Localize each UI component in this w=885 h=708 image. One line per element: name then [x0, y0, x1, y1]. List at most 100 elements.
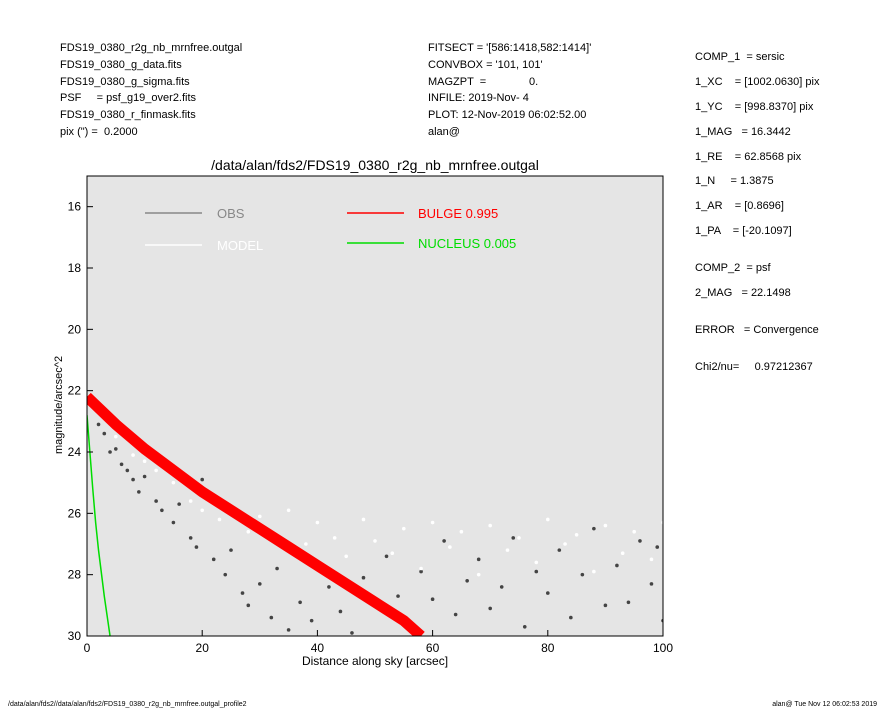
- header-line: FDS19_0380_g_sigma.fits: [60, 75, 190, 88]
- header-line: FDS19_0380_r_finmask.fits: [60, 109, 196, 122]
- data-point: [160, 508, 164, 513]
- y-tick-label: 24: [68, 445, 82, 459]
- data-point: [459, 529, 464, 534]
- data-point: [615, 563, 619, 568]
- data-point: [632, 529, 636, 534]
- data-point: [142, 474, 147, 479]
- data-point: [546, 591, 550, 595]
- data-point: [488, 523, 493, 528]
- data-point: [361, 517, 366, 522]
- x-tick-label: 20: [196, 641, 210, 655]
- footer-left: /data/alan/fds2//data/alan/fds2/FDS19_03…: [8, 701, 247, 708]
- data-point: [488, 606, 493, 611]
- data-point: [592, 526, 596, 531]
- data-point: [286, 628, 291, 632]
- data-point: [119, 462, 124, 467]
- data-point: [442, 539, 446, 543]
- data-point: [96, 422, 101, 427]
- plot-background: [87, 176, 663, 636]
- legend-label: OBS: [217, 206, 245, 221]
- data-point: [396, 594, 400, 598]
- header-line: 1_PA = [-20.1097]: [695, 225, 792, 237]
- data-point: [534, 560, 539, 565]
- data-point: [476, 557, 481, 562]
- data-point: [373, 539, 377, 543]
- data-point: [137, 490, 141, 494]
- data-point: [177, 502, 181, 506]
- header-line: CONVBOX = '101, 101': [428, 58, 543, 71]
- data-point: [419, 566, 423, 571]
- data-point: [102, 431, 107, 436]
- y-tick-label: 26: [68, 506, 82, 520]
- data-point: [603, 603, 608, 608]
- data-point: [361, 575, 366, 580]
- x-tick-label: 60: [426, 641, 440, 655]
- data-point: [240, 591, 245, 595]
- header-line: 1_N = 1.3875: [695, 175, 774, 187]
- header-line: 2_MAG = 22.1498: [695, 287, 791, 299]
- data-point: [194, 545, 199, 549]
- data-point: [258, 514, 262, 519]
- data-point: [275, 566, 279, 571]
- data-point: [419, 569, 423, 574]
- data-point: [125, 468, 130, 473]
- data-point: [171, 520, 176, 525]
- data-point: [286, 508, 291, 513]
- data-point: [315, 520, 320, 525]
- x-tick-label: 100: [653, 641, 673, 655]
- data-point: [580, 572, 585, 577]
- data-point: [620, 551, 625, 555]
- header-line: COMP_1 = sersic: [695, 51, 785, 63]
- data-point: [448, 545, 452, 549]
- data-point: [188, 499, 193, 503]
- data-point: [229, 548, 233, 552]
- data-point: [534, 569, 539, 574]
- data-point: [142, 459, 147, 464]
- data-point: [269, 615, 274, 620]
- data-point: [603, 523, 608, 528]
- data-point: [217, 517, 222, 522]
- data-point: [188, 536, 193, 540]
- data-point: [327, 585, 331, 589]
- data-point: [499, 585, 504, 589]
- header-line: alan@: [428, 126, 460, 138]
- header-line: PLOT: 12-Nov-2019 06:02:52.00: [428, 109, 587, 122]
- data-point: [649, 582, 654, 586]
- data-point: [511, 536, 516, 540]
- legend-label: MODEL: [217, 238, 263, 253]
- header-line: FDS19_0380_g_data.fits: [60, 58, 182, 71]
- y-tick-label: 30: [68, 629, 82, 643]
- x-axis-label: Distance along sky [arcsec]: [302, 654, 448, 668]
- model-band: [87, 392, 425, 636]
- data-point: [114, 434, 118, 439]
- data-point: [546, 517, 550, 522]
- data-point: [246, 603, 251, 608]
- data-point: [114, 447, 118, 451]
- data-point: [569, 615, 573, 620]
- data-point: [430, 597, 435, 601]
- data-point: [338, 609, 343, 614]
- data-point: [200, 508, 204, 513]
- header-line: PSF = psf_g19_over2.fits: [60, 92, 197, 105]
- data-point: [131, 477, 135, 482]
- header-line: 1_AR = [0.8696]: [695, 200, 784, 212]
- x-tick-label: 40: [311, 641, 325, 655]
- data-point: [223, 572, 228, 577]
- data-point: [131, 453, 135, 457]
- data-point: [626, 600, 631, 605]
- x-tick-label: 0: [84, 641, 91, 655]
- y-tick-label: 20: [68, 322, 82, 336]
- data-point: [505, 548, 510, 552]
- data-point: [430, 520, 435, 525]
- data-point: [522, 625, 527, 629]
- data-point: [154, 468, 158, 473]
- data-point: [154, 499, 158, 503]
- data-point: [171, 480, 176, 485]
- data-point: [638, 539, 642, 543]
- header-line: FDS19_0380_r2g_nb_mrnfree.outgal: [60, 42, 243, 54]
- footer-right: alan@ Tue Nov 12 06:02:53 2019: [772, 701, 877, 708]
- data-point: [563, 542, 567, 546]
- header-line: Chi2/nu= 0.97212367: [695, 361, 813, 373]
- data-point: [344, 554, 349, 559]
- y-tick-label: 22: [68, 384, 82, 398]
